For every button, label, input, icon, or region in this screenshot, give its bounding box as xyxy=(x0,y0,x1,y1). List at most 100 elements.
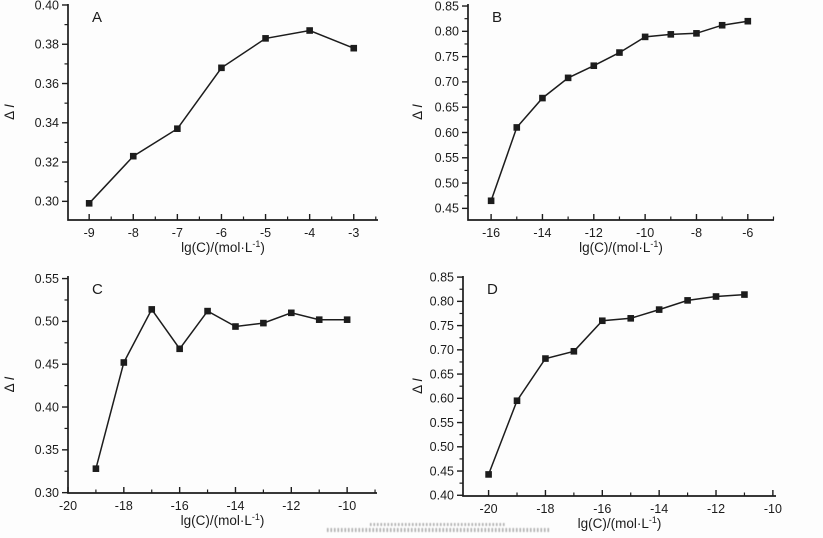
y-tick-label: 0.30 xyxy=(35,486,59,500)
x-tick-label: -12 xyxy=(282,499,300,513)
data-point-marker xyxy=(204,307,211,315)
y-tick-label: 0.55 xyxy=(435,151,459,165)
x-tick-label: -4 xyxy=(304,226,315,240)
data-point-marker xyxy=(564,74,572,82)
x-tick-label: -12 xyxy=(585,226,603,240)
data-point-marker xyxy=(744,17,752,25)
axes-frame xyxy=(467,4,774,221)
x-tick-label: -20 xyxy=(480,502,498,516)
panel-letter: D xyxy=(487,281,498,298)
y-tick-label: 0.45 xyxy=(35,358,59,372)
data-point-marker xyxy=(542,355,549,362)
x-tick-label: -10 xyxy=(764,502,782,516)
panel-letter: C xyxy=(92,281,103,298)
x-axis-title: lg(C)/(mol·L-1) xyxy=(579,239,663,255)
x-tick-label: -18 xyxy=(115,499,133,513)
data-point-marker xyxy=(599,317,606,325)
data-point-marker xyxy=(218,64,225,72)
y-tick-label: 0.45 xyxy=(430,464,454,478)
x-tick-label: -14 xyxy=(533,226,551,240)
chart-svg-d: -20 -18 -16 -14 -12 -100.400.450.500.550.600.… xyxy=(411,270,782,531)
y-tick-label: 0.75 xyxy=(435,50,459,64)
y-axis-title: ΔI xyxy=(411,104,425,120)
data-point-marker xyxy=(712,293,720,300)
y-tick-label: 0.40 xyxy=(35,400,59,414)
data-point-marker xyxy=(120,359,128,366)
data-point-marker xyxy=(148,306,156,313)
data-point-marker xyxy=(513,397,521,405)
data-point-marker xyxy=(129,152,137,160)
y-tick-label: 0.45 xyxy=(435,202,459,216)
data-point-marker xyxy=(641,33,649,41)
x-tick-label: -8 xyxy=(128,226,139,240)
data-point-marker xyxy=(485,471,492,478)
y-axis-title: ΔI xyxy=(2,104,17,120)
x-tick-label: -16 xyxy=(171,499,189,513)
x-tick-label: -3 xyxy=(348,226,359,240)
y-tick-label: 0.80 xyxy=(435,25,459,39)
data-point-marker xyxy=(513,124,521,131)
y-axis: 0.30 0.32 0.34 0.36 0.38 0.40 xyxy=(35,0,68,209)
y-tick-label: 0.65 xyxy=(430,367,454,381)
y-tick-label: 0.36 xyxy=(35,77,59,91)
x-axis-title: lg(C)/(mol·L-1) xyxy=(181,239,265,255)
axes-frame xyxy=(67,4,378,221)
x-tick-label: -14 xyxy=(226,499,244,513)
data-point-marker xyxy=(693,30,700,37)
y-tick-label: 0.85 xyxy=(430,270,454,284)
data-point-marker xyxy=(627,315,635,322)
y-tick-label: 0.35 xyxy=(35,443,59,457)
chart-panel-c: -20 -18 -16 -14 -12 -10 0.30 0.35 0.40 0.45 0.50 0.… xyxy=(0,269,411,538)
x-tick-label: -20 xyxy=(59,499,77,513)
y-tick-label: 0.40 xyxy=(430,489,454,503)
chart-panel-d: -20 -18 -16 -14 -12 -10 0.40 0.45 0.50 0.55 0.60 0.… xyxy=(411,269,823,538)
y-tick-label: 0.50 xyxy=(430,440,454,454)
y-tick-label: 0.60 xyxy=(430,392,454,406)
chart-panel-b: -16 -14 -12 -10 -8 -6 0.45 0.50 0.55 0.60 0.65 0.70… xyxy=(411,0,823,269)
y-tick-label: 0.50 xyxy=(435,176,459,190)
data-series xyxy=(485,291,748,478)
y-tick-label: 0.32 xyxy=(35,155,59,169)
data-point-marker xyxy=(174,125,181,132)
data-point-marker xyxy=(176,345,183,353)
x-tick-label: -16 xyxy=(482,226,500,240)
x-tick-label: -14 xyxy=(650,502,668,516)
data-point-marker xyxy=(232,323,239,330)
y-axis-title: ΔI xyxy=(411,378,425,394)
data-point-marker xyxy=(487,197,495,205)
data-point-marker xyxy=(718,21,726,29)
data-point-marker xyxy=(315,316,323,323)
data-point-marker xyxy=(306,27,313,34)
y-tick-label: 0.75 xyxy=(430,319,454,333)
data-point-marker xyxy=(570,347,578,355)
x-axis: -20 -18 -16 -14 -12 -10 xyxy=(59,487,376,513)
chart-svg-b: -16 -14 -12 -10 -8 -6 0.45 0.50 0.55 0.60 0.65 0.70… xyxy=(411,0,775,255)
y-tick-label: 0.85 xyxy=(435,0,459,13)
y-tick-label: 0.55 xyxy=(430,416,454,430)
y-axis-title: ΔI xyxy=(2,376,17,392)
x-tick-label: -10 xyxy=(338,499,356,513)
chart-svg-a: -9 -8 -7 -6 -5 -4 -3 0.30 0.32 0.34 0.36 0.38 0.40 Al… xyxy=(2,0,378,255)
x-tick-label: -6 xyxy=(742,226,753,240)
x-tick-label: -7 xyxy=(172,226,183,240)
y-axis: 0.30 0.35 0.40 0.45 0.50 0.55 xyxy=(35,272,68,500)
axes-frame xyxy=(462,276,776,497)
data-series xyxy=(487,17,752,205)
data-point-marker xyxy=(590,62,598,70)
x-axis: -16 -14 -12 -10 -8 -6 xyxy=(482,214,775,240)
data-point-marker xyxy=(343,316,351,323)
y-tick-label: 0.70 xyxy=(430,343,454,357)
data-point-marker xyxy=(667,31,675,38)
data-series xyxy=(85,27,358,207)
x-tick-label: -12 xyxy=(707,502,725,516)
y-tick-label: 0.80 xyxy=(430,295,454,309)
x-tick-label: -16 xyxy=(593,502,611,516)
y-tick-label: 0.34 xyxy=(35,116,59,130)
data-point-marker xyxy=(288,309,295,317)
panel-letter: B xyxy=(492,9,502,26)
data-point-marker xyxy=(92,465,100,472)
y-tick-label: 0.30 xyxy=(35,195,59,209)
y-axis: 0.45 0.50 0.55 0.60 0.65 0.70 0.75 0.80 0.85 xyxy=(435,0,468,216)
